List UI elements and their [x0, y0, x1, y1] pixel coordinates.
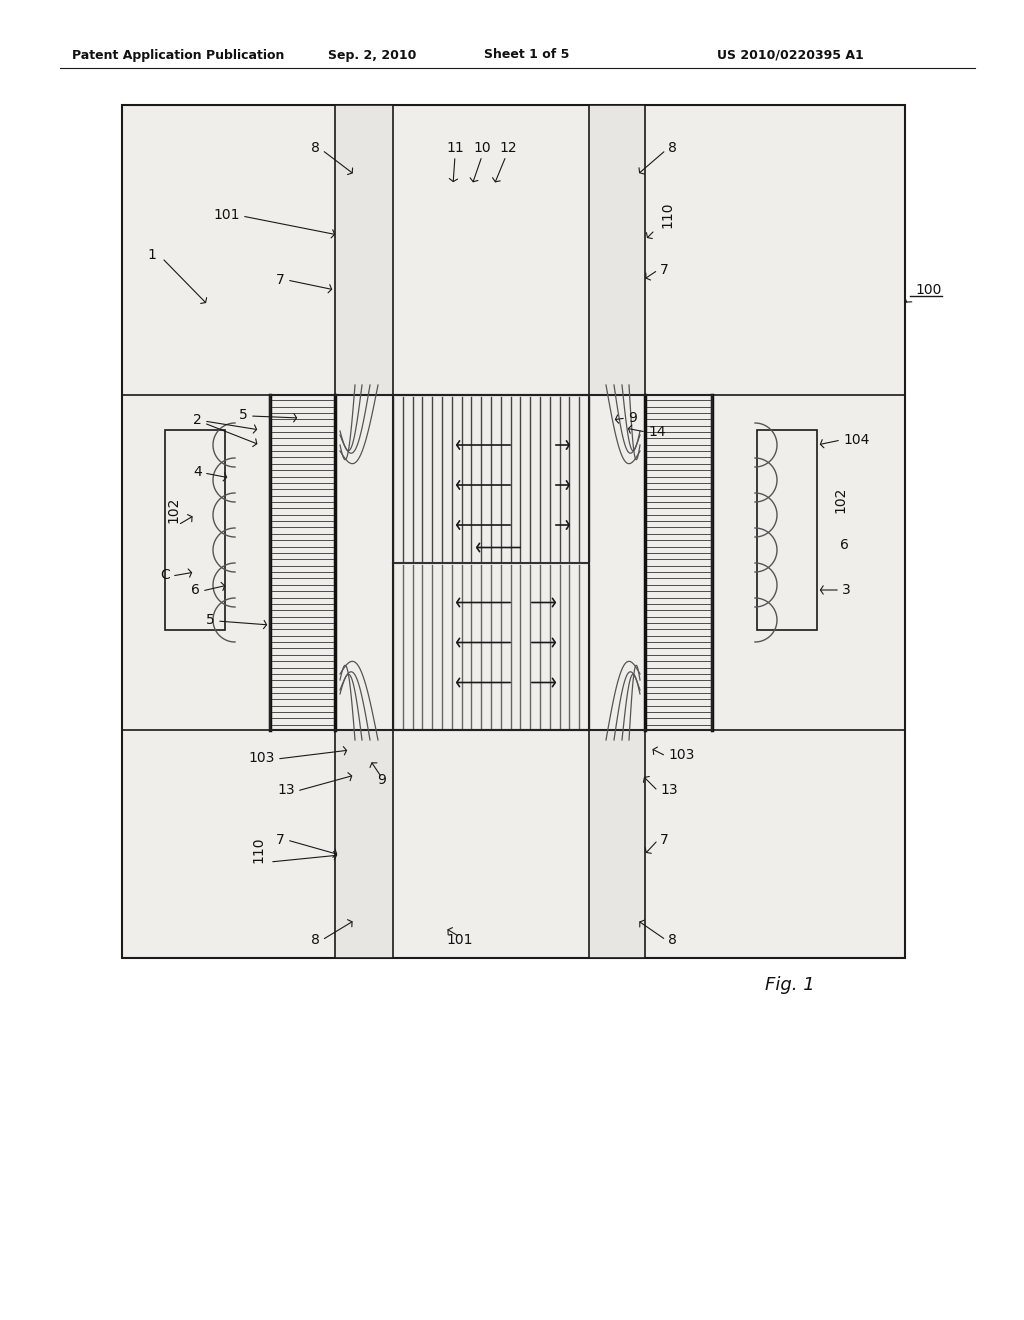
Text: 12: 12: [499, 141, 517, 154]
Text: 11: 11: [446, 141, 464, 154]
Bar: [335, 106, 393, 395]
Text: 7: 7: [276, 273, 285, 286]
Text: 7: 7: [276, 833, 285, 847]
Text: 2: 2: [194, 413, 202, 426]
Text: 7: 7: [660, 833, 669, 847]
Text: 101: 101: [446, 933, 473, 946]
Text: Sep. 2, 2010: Sep. 2, 2010: [328, 49, 416, 62]
Text: 7: 7: [660, 263, 669, 277]
Text: 110: 110: [660, 202, 674, 228]
Bar: [270, 395, 335, 730]
Text: 100: 100: [915, 282, 941, 297]
Text: 8: 8: [311, 141, 319, 154]
Bar: [393, 395, 589, 730]
Text: 5: 5: [240, 408, 248, 422]
Bar: [335, 730, 393, 958]
Text: Sheet 1 of 5: Sheet 1 of 5: [484, 49, 569, 62]
Bar: [589, 730, 645, 958]
Text: 8: 8: [311, 933, 319, 946]
Bar: [270, 395, 712, 730]
Text: 102: 102: [166, 496, 180, 523]
Text: Fig. 1: Fig. 1: [765, 975, 815, 994]
Text: 3: 3: [842, 583, 851, 597]
Text: 1: 1: [147, 248, 157, 261]
Text: 8: 8: [668, 141, 677, 154]
Text: 103: 103: [668, 748, 694, 762]
Text: 8: 8: [668, 933, 677, 946]
Text: 4: 4: [194, 465, 202, 479]
Text: 14: 14: [648, 425, 666, 440]
Text: US 2010/0220395 A1: US 2010/0220395 A1: [717, 49, 863, 62]
Text: C: C: [160, 568, 170, 582]
Text: Patent Application Publication: Patent Application Publication: [72, 49, 285, 62]
Text: 103: 103: [249, 751, 275, 766]
Text: 6: 6: [191, 583, 200, 597]
Text: 5: 5: [206, 612, 215, 627]
Bar: [589, 106, 645, 395]
Text: 102: 102: [833, 487, 847, 513]
Text: 110: 110: [251, 837, 265, 863]
Text: 13: 13: [660, 783, 678, 797]
Text: 13: 13: [278, 783, 295, 797]
Text: 10: 10: [473, 141, 490, 154]
Text: 9: 9: [378, 774, 386, 787]
Text: 101: 101: [213, 209, 240, 222]
Bar: [393, 395, 589, 730]
Text: 104: 104: [843, 433, 869, 447]
Text: 6: 6: [840, 539, 849, 552]
Text: 9: 9: [628, 411, 637, 425]
Bar: [122, 106, 905, 958]
Bar: [645, 395, 712, 730]
Bar: [757, 430, 817, 630]
Bar: [165, 430, 225, 630]
